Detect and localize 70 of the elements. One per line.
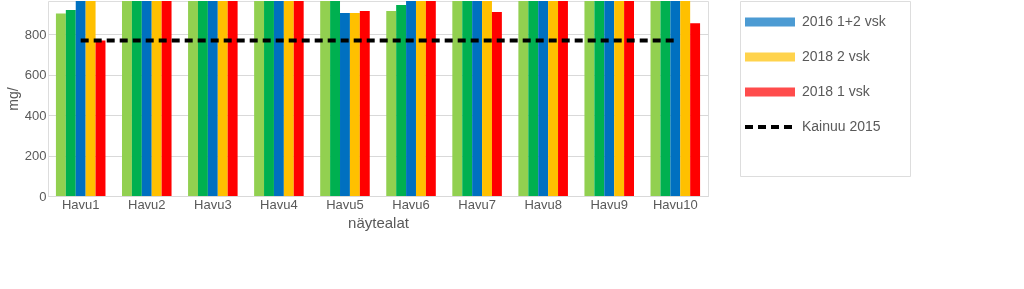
bar: [528, 1, 539, 196]
bar: [75, 1, 86, 196]
x-tick-label: Havu3: [194, 196, 232, 212]
bar: [482, 1, 492, 196]
legend-label: 2018 1 vsk: [802, 83, 871, 99]
bar: [518, 1, 529, 196]
bar: [680, 1, 691, 196]
bar: [330, 1, 341, 196]
bar: [670, 1, 681, 196]
y-tick-label: 200: [24, 148, 47, 164]
bar: [472, 1, 483, 196]
bar: [406, 1, 416, 196]
bar: [188, 1, 198, 196]
x-tick-label: Havu9: [590, 196, 629, 212]
bar: [95, 40, 106, 196]
x-tick-label: Havu5: [326, 196, 364, 212]
bar: [386, 11, 397, 196]
bar: [131, 1, 142, 196]
bar: [538, 1, 549, 196]
bar: [690, 23, 701, 196]
x-tick-label: Havu6: [392, 196, 430, 212]
bar: [293, 1, 304, 196]
x-tick-label: Havu1: [61, 196, 100, 212]
bar: [614, 1, 625, 196]
bar: [197, 1, 208, 196]
bar: [349, 13, 360, 196]
bar: [415, 1, 426, 196]
bar: [396, 5, 407, 196]
bar: [141, 1, 152, 196]
bar: [452, 1, 463, 196]
x-axis-title: näytealat: [348, 213, 410, 231]
legend-label: 2018 2 vsk: [802, 48, 871, 64]
bar: [624, 1, 635, 196]
bar: [227, 1, 238, 196]
bar: [55, 13, 66, 196]
bar: [85, 1, 96, 196]
x-tick-label: Havu10: [652, 196, 698, 212]
bar: [340, 13, 350, 196]
bar: [660, 1, 671, 196]
bar: [320, 1, 331, 196]
bar: [264, 1, 274, 196]
y-tick-label: 600: [24, 67, 47, 83]
x-tick-label: Havu4: [260, 196, 298, 212]
x-tick-label: Havu2: [127, 196, 166, 212]
bar: [273, 1, 284, 196]
y-axis-title: mg/: [4, 87, 21, 111]
bar: [254, 1, 265, 196]
bar: [65, 10, 76, 196]
bar: [584, 1, 595, 196]
bar: [548, 1, 559, 196]
bar: [594, 1, 605, 196]
legend-label: 2016 1+2 vsk: [802, 13, 887, 29]
bar: [491, 12, 502, 196]
bar: [217, 1, 228, 196]
bar: [283, 1, 294, 196]
legend-label: Kainuu 2015: [802, 118, 881, 134]
y-tick-label: 400: [24, 107, 47, 123]
bar: [207, 1, 218, 196]
bar: [462, 1, 473, 196]
bar: [425, 1, 436, 196]
bar: [161, 1, 172, 196]
y-tick-label: 800: [24, 26, 47, 42]
bar: [558, 1, 568, 196]
y-tick-label: 0: [39, 188, 47, 204]
bar: [604, 1, 615, 196]
x-tick-label: Havu8: [524, 196, 562, 212]
bar: [359, 11, 370, 196]
x-tick-label: Havu7: [458, 196, 496, 212]
bar: [151, 1, 162, 196]
bar: [121, 1, 132, 196]
